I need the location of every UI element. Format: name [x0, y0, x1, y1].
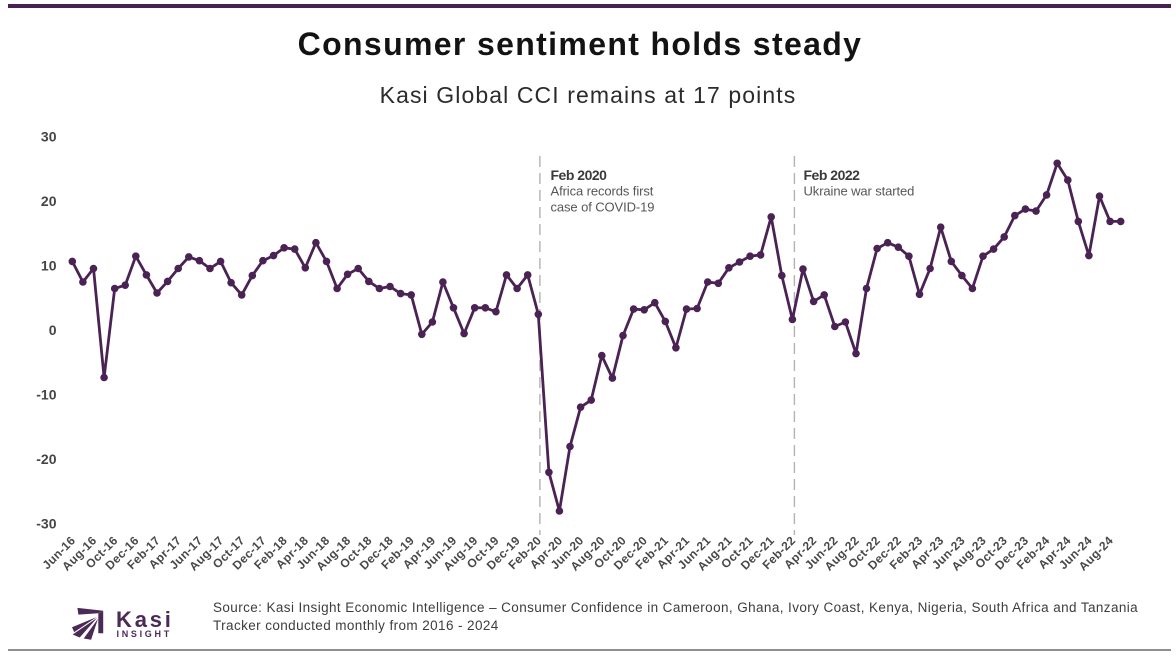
svg-text:-10: -10 [36, 386, 56, 402]
svg-text:Africa records first: Africa records first [551, 184, 654, 199]
svg-text:-20: -20 [36, 451, 56, 467]
svg-text:Feb 2020: Feb 2020 [551, 167, 608, 183]
svg-text:Feb 2022: Feb 2022 [804, 167, 861, 183]
svg-text:30: 30 [41, 128, 57, 144]
svg-text:Ukraine war started: Ukraine war started [804, 184, 915, 199]
svg-text:case of COVID-19: case of COVID-19 [551, 200, 655, 215]
svg-text:10: 10 [41, 257, 57, 273]
svg-text:0: 0 [49, 322, 57, 338]
svg-text:20: 20 [41, 193, 57, 209]
svg-text:-30: -30 [36, 515, 56, 531]
